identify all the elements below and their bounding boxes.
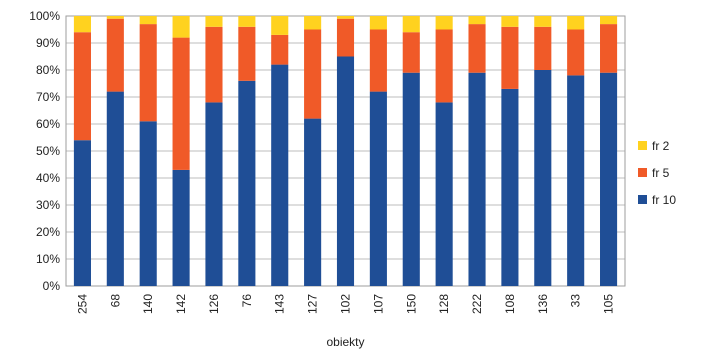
x-tick-label: 150 xyxy=(404,294,418,314)
y-tick-label: 100% xyxy=(29,9,60,23)
bar-segment-fr5 xyxy=(271,34,289,65)
x-tick-label: 136 xyxy=(536,294,550,314)
x-tick-label: 128 xyxy=(437,294,451,314)
bar-segment-fr10 xyxy=(435,102,453,287)
bar-segment-fr5 xyxy=(402,32,420,73)
bar-segment-fr5 xyxy=(534,26,552,70)
y-tick-label: 80% xyxy=(36,63,60,77)
bar-segment-fr5 xyxy=(567,29,585,76)
bar-segment-fr2 xyxy=(435,16,453,30)
bar-segment-fr10 xyxy=(73,140,91,286)
bar-segment-fr2 xyxy=(205,16,223,27)
bar-segment-fr2 xyxy=(106,16,124,19)
x-tick-label: 107 xyxy=(371,294,385,314)
bar-segment-fr2 xyxy=(600,16,618,25)
y-tick-label: 50% xyxy=(36,144,60,158)
bar-segment-fr5 xyxy=(501,26,519,89)
y-tick-label: 70% xyxy=(36,90,60,104)
y-tick-label: 0% xyxy=(43,279,61,293)
x-tick-label: 143 xyxy=(273,294,287,314)
x-tick-label: 126 xyxy=(207,294,221,314)
legend-swatch xyxy=(638,168,647,177)
bar-segment-fr2 xyxy=(567,16,585,30)
x-tick-label: 127 xyxy=(306,294,320,314)
bar-segment-fr2 xyxy=(271,16,289,35)
y-tick-label: 20% xyxy=(36,225,60,239)
bar-segment-fr2 xyxy=(304,16,322,30)
x-tick-label: 68 xyxy=(108,294,122,308)
bar-segment-fr10 xyxy=(106,91,124,286)
bar-segment-fr10 xyxy=(304,118,322,286)
bar-segment-fr5 xyxy=(336,18,355,57)
bar-segment-fr10 xyxy=(534,70,552,286)
bar-segment-fr10 xyxy=(336,56,355,286)
x-tick-label: 33 xyxy=(569,294,583,308)
bar-segment-fr10 xyxy=(369,91,387,286)
legend-label: fr 10 xyxy=(652,193,676,207)
x-tick-label: 140 xyxy=(141,294,155,314)
x-tick-label: 105 xyxy=(602,294,616,314)
y-tick-label: 30% xyxy=(36,198,60,212)
bars xyxy=(73,16,618,287)
bar-segment-fr5 xyxy=(139,24,157,122)
bar-segment-fr2 xyxy=(402,16,420,33)
x-tick-label: 222 xyxy=(470,294,484,314)
bar-segment-fr10 xyxy=(205,102,223,287)
bar-segment-fr2 xyxy=(238,16,256,27)
bar-segment-fr5 xyxy=(600,24,618,73)
bar-segment-fr5 xyxy=(369,29,387,92)
y-tick-label: 60% xyxy=(36,117,60,131)
bar-segment-fr5 xyxy=(468,24,486,73)
legend-swatch xyxy=(638,195,647,204)
x-tick-label: 76 xyxy=(240,294,254,308)
bar-segment-fr10 xyxy=(600,72,618,286)
y-tick-label: 10% xyxy=(36,252,60,266)
y-axis-ticks: 0% 10% 20% 30% 40% 50% 60% 70% 80% 90% 100% xyxy=(29,9,60,293)
bar-segment-fr2 xyxy=(73,16,91,33)
y-tick-label: 90% xyxy=(36,36,60,50)
bar-segment-fr5 xyxy=(73,32,91,141)
bar-segment-fr10 xyxy=(468,72,486,286)
x-axis-title: obiekty xyxy=(326,335,364,349)
bar-segment-fr10 xyxy=(402,72,420,286)
bar-segment-fr5 xyxy=(106,18,124,92)
x-tick-label: 254 xyxy=(75,294,89,314)
bar-segment-fr2 xyxy=(172,16,190,38)
bar-segment-fr10 xyxy=(271,64,289,286)
bar-segment-fr2 xyxy=(369,16,387,30)
bar-segment-fr5 xyxy=(205,26,223,103)
bar-segment-fr2 xyxy=(534,16,552,27)
x-tick-label: 102 xyxy=(339,294,353,314)
bar-segment-fr2 xyxy=(468,16,486,25)
bar-segment-fr2 xyxy=(501,16,519,27)
bar-segment-fr5 xyxy=(304,29,322,119)
y-tick-label: 40% xyxy=(36,171,60,185)
legend-swatch xyxy=(638,141,647,150)
legend: fr 2 fr 5 fr 10 xyxy=(638,139,676,207)
bar-segment-fr2 xyxy=(336,16,355,19)
bar-segment-fr5 xyxy=(172,37,190,170)
bar-segment-fr2 xyxy=(139,16,157,25)
bar-segment-fr10 xyxy=(238,80,256,286)
x-axis-ticks: 254 68 140 142 126 76 143 127 102 107 150 128 222 108… xyxy=(75,294,615,314)
bar-segment-fr10 xyxy=(501,88,519,287)
bar-segment-fr10 xyxy=(172,169,190,286)
legend-label: fr 5 xyxy=(652,166,670,180)
legend-label: fr 2 xyxy=(652,139,670,153)
bar-segment-fr5 xyxy=(238,26,256,81)
x-tick-label: 142 xyxy=(174,294,188,314)
x-tick-label: 108 xyxy=(503,294,517,314)
bar-segment-fr5 xyxy=(435,29,453,103)
bar-segment-fr10 xyxy=(139,121,157,286)
bar-segment-fr10 xyxy=(567,75,585,287)
